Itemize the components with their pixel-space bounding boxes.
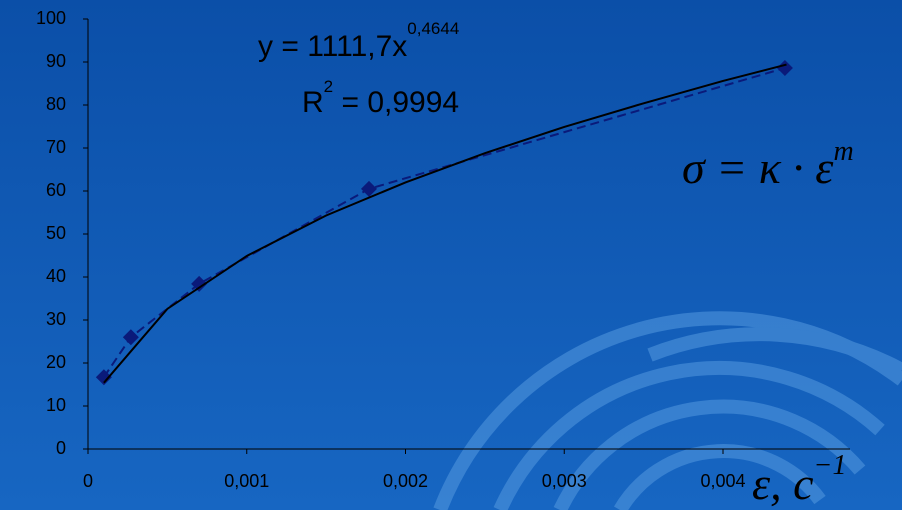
x-tick-label: 0,003 [542, 471, 587, 491]
equation: y = 1111,7x0,4644 [258, 19, 459, 62]
formula-text: σ = κ · ε [682, 142, 834, 193]
r-squared-power: 2 [324, 77, 333, 96]
r-squared-base: R [302, 86, 324, 119]
x-axis-label: ε, c−1 [752, 450, 846, 508]
series-line [103, 63, 787, 384]
data-point [95, 369, 112, 386]
x-tick-label: 0,002 [383, 471, 428, 491]
y-tick-label: 40 [46, 266, 66, 286]
y-tick-label: 50 [46, 223, 66, 243]
equation-exponent: 0,4644 [407, 19, 459, 38]
r-squared: R2 = 0,9994 [302, 77, 459, 118]
data-point [360, 180, 377, 197]
y-tick-label: 20 [46, 352, 66, 372]
x-tick-label: 0,004 [700, 471, 745, 491]
y-tick-label: 80 [46, 94, 66, 114]
x-label-exponent: −1 [814, 450, 847, 481]
decoration [433, 311, 902, 510]
data-point [191, 275, 208, 292]
y-tick-label: 70 [46, 137, 66, 157]
y-tick-label: 30 [46, 309, 66, 329]
formula: σ = κ · εm [682, 136, 854, 192]
y-tick-label: 100 [36, 8, 66, 28]
equation-text: y = 1111,7x [258, 30, 407, 63]
x-tick-label: 0,001 [224, 471, 269, 491]
y-tick-label: 90 [46, 51, 66, 71]
r-squared-text: = 0,9994 [333, 86, 459, 119]
y-tick-label: 60 [46, 180, 66, 200]
x-tick-label: 0 [83, 471, 93, 491]
data-point [776, 60, 793, 77]
formula-exponent: m [833, 136, 853, 167]
x-label-text: ε, c [752, 458, 814, 509]
y-tick-label: 0 [56, 438, 66, 458]
data-point [122, 329, 139, 346]
y-tick-label: 10 [46, 395, 66, 415]
